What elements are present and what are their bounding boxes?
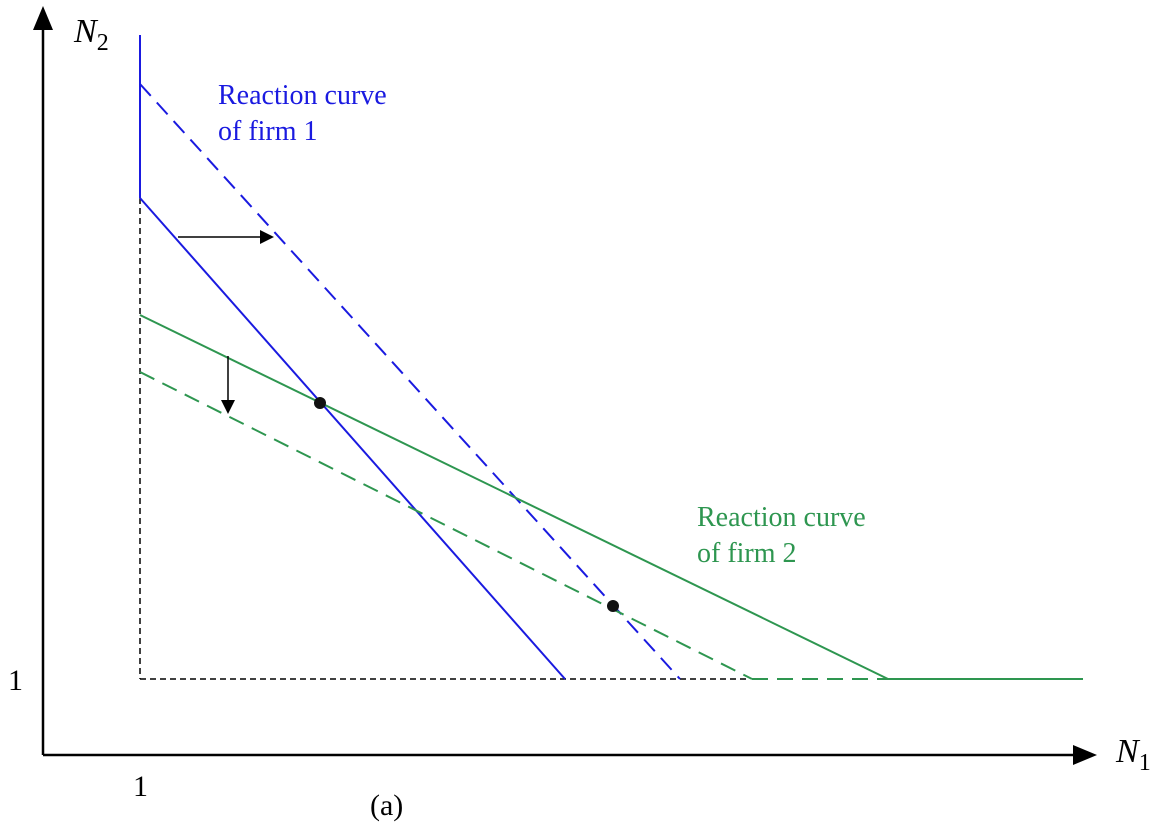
firm1-label-line1: Reaction curve xyxy=(218,80,387,111)
y-tick-label: 1 xyxy=(8,664,23,697)
firm2-dashed-curve xyxy=(139,371,753,680)
x-axis-arrowhead xyxy=(1073,745,1097,765)
firm1-curves xyxy=(139,35,681,680)
firm1-dashed-curve xyxy=(139,83,681,680)
equilibrium-point-new xyxy=(607,600,619,612)
firm2-label-line2: of firm 2 xyxy=(697,538,797,569)
firm2-curves xyxy=(139,314,1083,680)
x-tick-label: 1 xyxy=(133,770,148,803)
x-axis-label-subscript: 1 xyxy=(1139,750,1151,776)
x-axis-label: N1 xyxy=(1115,733,1151,776)
firm1-solid-curve xyxy=(139,197,566,680)
y-axis-label: N2 xyxy=(73,13,109,56)
equilibrium-point-initial xyxy=(314,397,326,409)
figure-caption: (a) xyxy=(370,789,403,822)
y-axis-label-subscript: 2 xyxy=(97,30,109,56)
firm2-solid-curve xyxy=(139,314,889,680)
y-axis-arrowhead xyxy=(33,6,53,30)
firm2-label-line1: Reaction curve xyxy=(697,502,866,533)
firm1-label-line2: of firm 1 xyxy=(218,116,318,147)
